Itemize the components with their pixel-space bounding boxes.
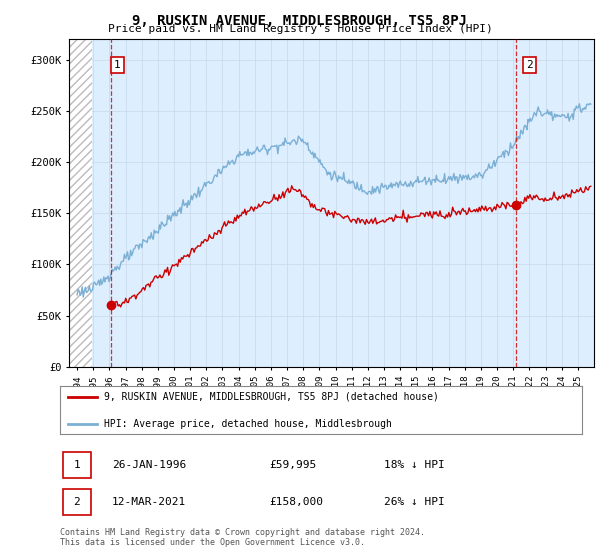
Text: 12-MAR-2021: 12-MAR-2021 bbox=[112, 497, 187, 507]
Text: Contains HM Land Registry data © Crown copyright and database right 2024.
This d: Contains HM Land Registry data © Crown c… bbox=[60, 528, 425, 547]
Bar bbox=[69, 39, 92, 367]
Text: 26% ↓ HPI: 26% ↓ HPI bbox=[383, 497, 445, 507]
Text: £158,000: £158,000 bbox=[269, 497, 323, 507]
Text: 26-JAN-1996: 26-JAN-1996 bbox=[112, 460, 187, 470]
Text: £59,995: £59,995 bbox=[269, 460, 316, 470]
Text: 2: 2 bbox=[526, 60, 533, 70]
FancyBboxPatch shape bbox=[62, 489, 91, 515]
FancyBboxPatch shape bbox=[62, 451, 91, 478]
Text: 9, RUSKIN AVENUE, MIDDLESBROUGH, TS5 8PJ (detached house): 9, RUSKIN AVENUE, MIDDLESBROUGH, TS5 8PJ… bbox=[104, 392, 439, 402]
Text: 2: 2 bbox=[74, 497, 80, 507]
Text: 1: 1 bbox=[74, 460, 80, 470]
Text: HPI: Average price, detached house, Middlesbrough: HPI: Average price, detached house, Midd… bbox=[104, 418, 392, 428]
Text: Price paid vs. HM Land Registry's House Price Index (HPI): Price paid vs. HM Land Registry's House … bbox=[107, 24, 493, 34]
Bar bbox=[69, 39, 92, 367]
Text: 18% ↓ HPI: 18% ↓ HPI bbox=[383, 460, 445, 470]
Text: 9, RUSKIN AVENUE, MIDDLESBROUGH, TS5 8PJ: 9, RUSKIN AVENUE, MIDDLESBROUGH, TS5 8PJ bbox=[133, 14, 467, 28]
Text: 1: 1 bbox=[114, 60, 121, 70]
